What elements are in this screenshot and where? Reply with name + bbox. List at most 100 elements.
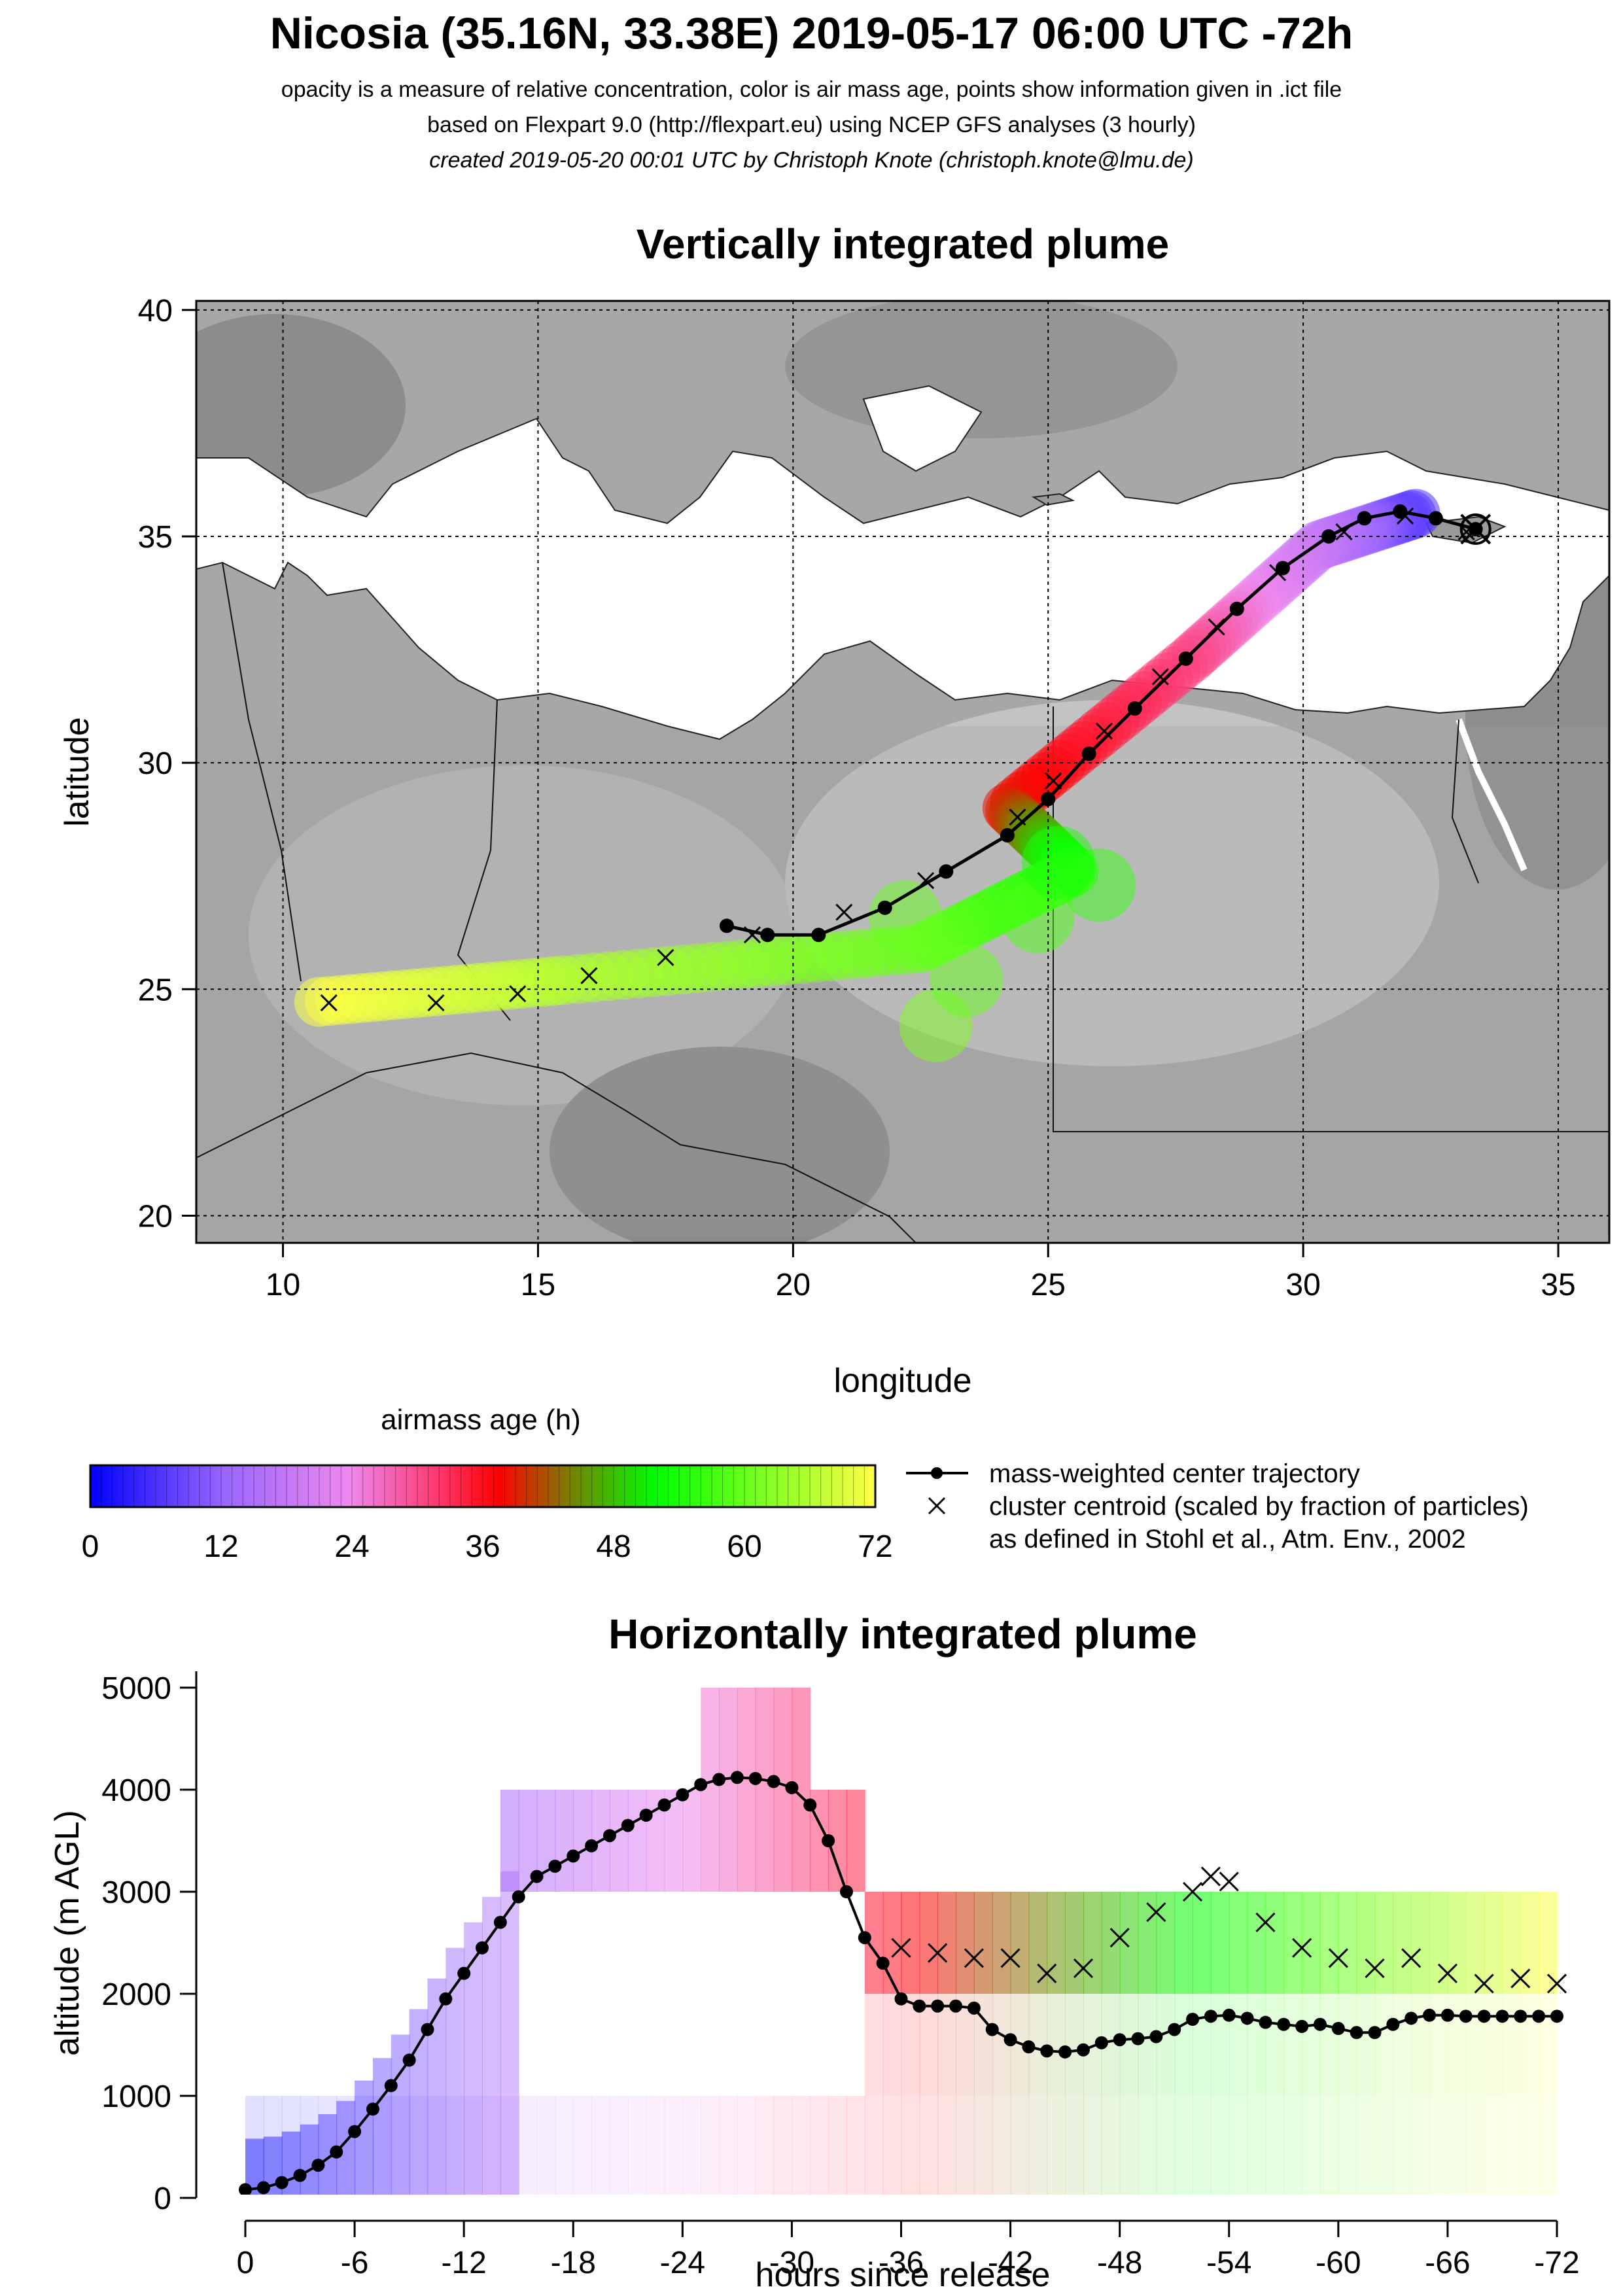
- plume-footprint: [294, 489, 1440, 1062]
- map-x-tick-label: 25: [1031, 1268, 1066, 1302]
- legend-cross-symbol: [928, 1497, 946, 1515]
- altitude-trajectory-point: [512, 1890, 525, 1904]
- plume-age-cell: [464, 1922, 483, 2195]
- plume-age-cell: [318, 2096, 338, 2195]
- plume-age-cell: [1393, 1892, 1412, 1994]
- altitude-trajectory-point: [949, 1999, 963, 2013]
- map-y-tick-label: 35: [138, 520, 173, 555]
- plume-age-cell: [627, 1790, 647, 1892]
- plume-age-cell: [1229, 1994, 1248, 2096]
- plume-age-cell: [1047, 2096, 1066, 2195]
- cluster-centroid-cross: [657, 948, 674, 966]
- plume-age-cell: [1393, 1994, 1412, 2096]
- altitude-trajectory-point: [1113, 2033, 1126, 2047]
- altitude-trajectory-point: [1440, 2008, 1454, 2022]
- plume-age-cell: [1374, 2096, 1394, 2195]
- altitude-trajectory-point: [421, 2023, 434, 2036]
- plume-age-cell: [1502, 1892, 1522, 1994]
- plume-age-cell: [973, 2096, 993, 2195]
- plume-age-cell: [500, 1790, 519, 1892]
- plume-age-cell: [391, 2096, 410, 2195]
- plume-age-cell: [882, 1892, 902, 1994]
- plume-age-cell: [882, 1994, 902, 2096]
- land-shade-dark: [785, 301, 1178, 438]
- profile-x-tick-label: -18: [551, 2246, 596, 2280]
- profile-x-tick-label: -6: [341, 2246, 369, 2280]
- altitude-trajectory-point: [803, 1798, 817, 1812]
- colorbar-tick-label: 72: [858, 1529, 892, 1564]
- plume-age-cell: [1429, 1892, 1448, 1994]
- profile-axes: 0 -6 -12 -18 -24 -30 -36 -42 -48 -54 -60 -66 -72 0 100…: [101, 1671, 1579, 2280]
- plume-age-cell: [1265, 1994, 1285, 2096]
- plume-age-cell: [1247, 1994, 1266, 2096]
- profile-y-tick-label: 5000: [101, 1671, 171, 1706]
- plume-age-cell: [1047, 1892, 1066, 1994]
- land-shade-dark: [196, 314, 406, 497]
- cluster-centroid-cross: [1474, 1974, 1494, 1994]
- plume-age-cell: [1411, 1892, 1431, 1994]
- cluster-centroid-cross: [1397, 507, 1414, 525]
- plume-age-cell: [919, 1892, 939, 1994]
- profile-y-tick-label: 1000: [101, 2079, 171, 2114]
- plume-age-cell: [1502, 1994, 1522, 2096]
- altitude-trajectory-point: [1477, 2009, 1491, 2023]
- plume-age-cell: [573, 2096, 593, 2195]
- plume-age-cell: [1356, 1892, 1376, 1994]
- plume-age-cell: [1283, 2096, 1303, 2195]
- cluster-centroid-cross: [1151, 668, 1169, 686]
- map-frame: [195, 300, 1611, 1244]
- center-trajectory-point: [1428, 511, 1443, 526]
- land-shade-dark: [550, 1047, 890, 1243]
- plume-age-cell: [919, 2096, 939, 2195]
- profile-x-tick-label: 0: [237, 2246, 254, 2280]
- plume-age-cell: [701, 1790, 720, 1892]
- plume-age-cell: [1065, 2096, 1084, 2195]
- plume-age-cell: [1302, 2096, 1321, 2195]
- colorbar-tick-label: 0: [82, 1529, 99, 1564]
- plume-age-cell: [1119, 2096, 1139, 2195]
- plume-age-cell: [956, 2096, 975, 2195]
- altitude-trajectory-point: [1168, 2023, 1181, 2036]
- plume-age-cell: [1247, 2096, 1266, 2195]
- profile-x-axis-label: hours since release: [756, 2256, 1051, 2294]
- altitude-trajectory-point: [330, 2145, 343, 2159]
- plume-age-cell: [792, 1688, 811, 1790]
- plume-age-cell: [1356, 2096, 1376, 2195]
- plume-age-cell: [1539, 2096, 1558, 2195]
- legend-item-cluster: cluster centroid (scaled by fraction of …: [989, 1492, 1529, 1521]
- altitude-trajectory-point: [439, 1992, 453, 2006]
- profile-x-tick-label: -42: [988, 2246, 1033, 2280]
- altitude-trajectory-point: [894, 1992, 908, 2006]
- map-x-tick-label: 15: [521, 1268, 555, 1302]
- plume-age-cell: [1247, 1892, 1266, 1994]
- altitude-trajectory-point: [1423, 2008, 1437, 2022]
- plume-age-cell: [1083, 1892, 1102, 1994]
- altitude-trajectory-point: [985, 2023, 999, 2036]
- plume-age-cell: [701, 2096, 720, 2195]
- plume-age-cell: [1520, 1892, 1540, 1994]
- altitude-trajectory-point: [694, 1778, 708, 1792]
- altitude-trajectory-point: [1459, 2009, 1473, 2023]
- plume-age-cell: [1302, 1994, 1321, 2096]
- plume-age-cell: [773, 1688, 793, 1790]
- profile-y-tick-label: 2000: [101, 1977, 171, 2012]
- cluster-centroid-cross: [835, 903, 853, 921]
- altitude-trajectory-point: [1313, 2017, 1327, 2031]
- altitude-trajectory-point: [402, 2053, 416, 2067]
- red-sea-gulf: [1456, 718, 1527, 871]
- plume-age-cell: [1465, 2096, 1485, 2195]
- altitude-trajectory-point: [1131, 2032, 1145, 2045]
- altitude-trajectory-point: [457, 1966, 471, 1980]
- altitude-trajectory-point: [1277, 2017, 1291, 2031]
- altitude-trajectory-point: [348, 2125, 362, 2138]
- plume-age-cell: [682, 1790, 702, 1892]
- profile-y-tick-label: 3000: [101, 1875, 171, 1910]
- cluster-centroid-cross: [1219, 1871, 1239, 1892]
- altitude-trajectory-point: [767, 1775, 780, 1788]
- plume-age-cell: [1047, 1994, 1066, 2096]
- plume-age-cell: [1138, 1892, 1157, 1994]
- profile-trajectories: [239, 1771, 1567, 2195]
- plume-age-cell: [1283, 1994, 1303, 2096]
- cluster-centroid-cross: [1292, 1938, 1312, 1958]
- altitude-trajectory-point: [384, 2079, 398, 2093]
